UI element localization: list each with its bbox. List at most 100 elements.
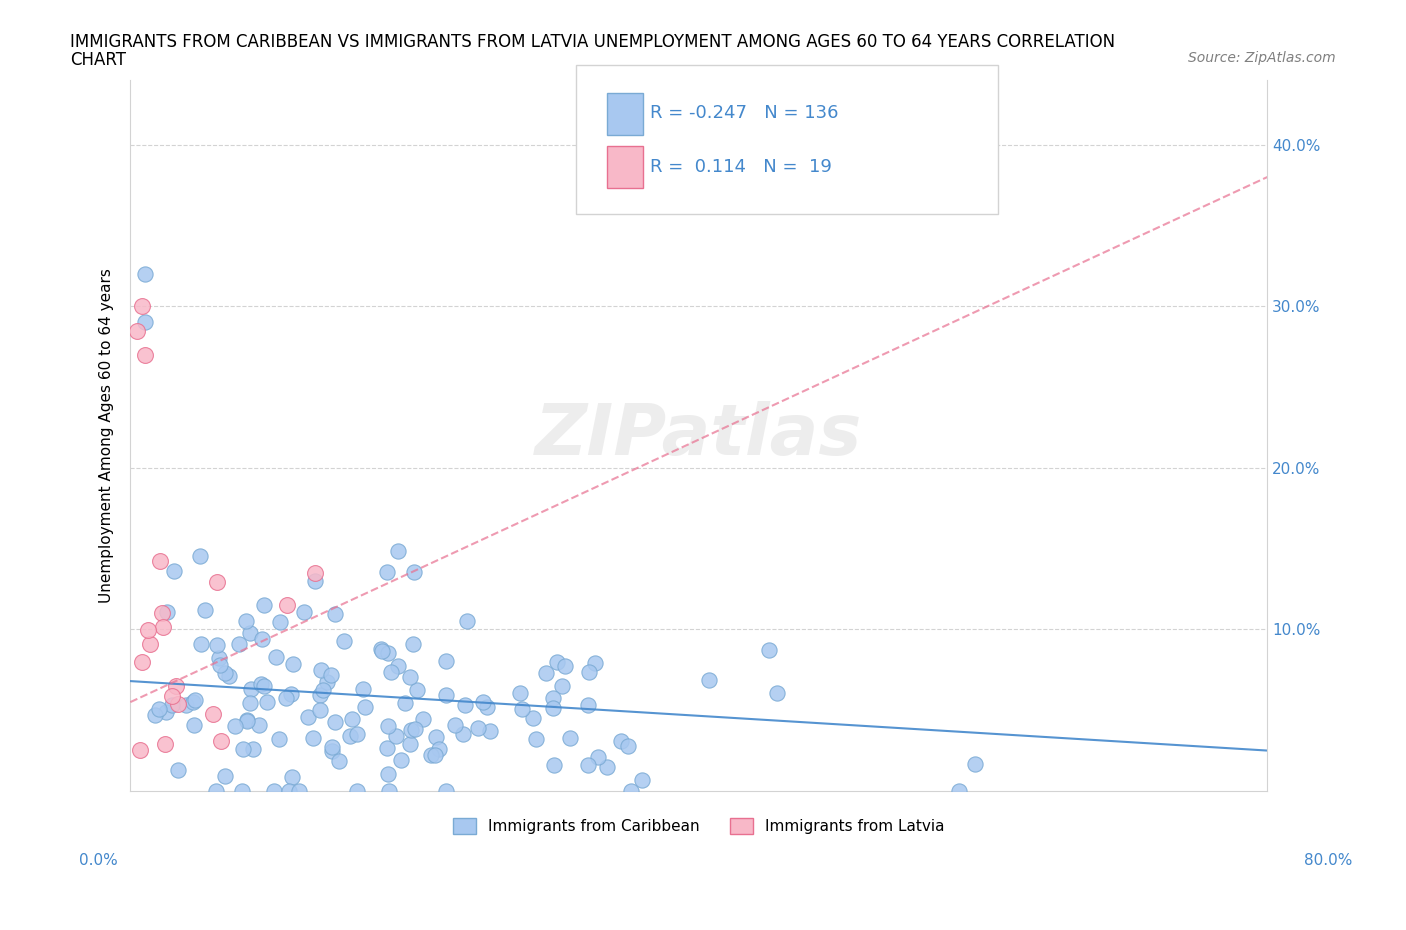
Point xyxy=(190,636,212,651)
Point xyxy=(242,741,264,756)
Point xyxy=(321,668,343,683)
Point xyxy=(308,687,330,702)
Point xyxy=(166,763,188,777)
Point xyxy=(425,748,447,763)
Point xyxy=(419,748,441,763)
Point xyxy=(194,602,217,617)
Point xyxy=(453,698,475,712)
Point xyxy=(697,672,720,687)
Point xyxy=(765,685,787,700)
Point xyxy=(522,711,544,725)
Point xyxy=(387,543,409,558)
Text: R = -0.247   N = 136: R = -0.247 N = 136 xyxy=(650,104,838,123)
Point xyxy=(256,695,278,710)
Point xyxy=(427,741,450,756)
Point xyxy=(235,614,257,629)
Point xyxy=(205,575,228,590)
Point xyxy=(152,619,174,634)
Point xyxy=(399,670,422,684)
Point xyxy=(218,669,240,684)
Point xyxy=(148,701,170,716)
Point xyxy=(269,732,291,747)
Point xyxy=(163,564,186,578)
Point xyxy=(332,633,354,648)
Point xyxy=(134,315,156,330)
Point xyxy=(578,664,600,679)
Point xyxy=(311,683,333,698)
Point xyxy=(321,739,343,754)
Point xyxy=(346,783,368,798)
Point xyxy=(205,637,228,652)
Point xyxy=(239,696,262,711)
Point xyxy=(451,727,474,742)
Text: R =  0.114   N =  19: R = 0.114 N = 19 xyxy=(650,158,831,177)
Point xyxy=(948,783,970,798)
Point xyxy=(354,699,377,714)
Point xyxy=(165,679,187,694)
Point xyxy=(546,655,568,670)
Point xyxy=(250,631,273,646)
Point xyxy=(551,679,574,694)
Point xyxy=(181,695,204,710)
Point xyxy=(155,704,177,719)
Point xyxy=(236,712,259,727)
Point xyxy=(309,662,332,677)
Point xyxy=(377,645,399,660)
Point xyxy=(153,737,176,751)
Point xyxy=(315,675,337,690)
Point xyxy=(339,728,361,743)
Point xyxy=(205,783,228,798)
Point xyxy=(134,347,156,362)
Point xyxy=(190,548,212,563)
Point xyxy=(292,604,315,619)
Point xyxy=(136,623,159,638)
Point xyxy=(278,783,301,798)
Point xyxy=(375,740,398,755)
Point xyxy=(297,710,319,724)
Point xyxy=(576,698,599,712)
Point xyxy=(963,756,986,771)
Point xyxy=(583,656,606,671)
Point xyxy=(596,759,619,774)
Point xyxy=(406,683,429,698)
Point xyxy=(131,299,153,313)
Point xyxy=(375,565,398,579)
Point xyxy=(236,713,259,728)
Point xyxy=(402,637,425,652)
Point xyxy=(541,690,564,705)
Point xyxy=(325,607,347,622)
Point xyxy=(228,636,250,651)
Point xyxy=(479,724,502,738)
Point xyxy=(150,606,173,621)
Point xyxy=(183,717,205,732)
Point xyxy=(389,753,412,768)
Point xyxy=(276,598,298,613)
Point xyxy=(176,698,198,712)
Point xyxy=(214,665,236,680)
Text: Source: ZipAtlas.com: Source: ZipAtlas.com xyxy=(1188,51,1336,65)
Point xyxy=(443,718,465,733)
Point xyxy=(239,626,262,641)
Point xyxy=(434,687,457,702)
Point xyxy=(240,682,263,697)
Point xyxy=(394,696,416,711)
Point xyxy=(304,574,326,589)
Point xyxy=(127,323,149,338)
Point xyxy=(149,554,172,569)
Text: ZIPatlas: ZIPatlas xyxy=(536,401,862,470)
Point xyxy=(434,654,457,669)
Point xyxy=(630,772,652,787)
Point xyxy=(534,666,557,681)
Point xyxy=(328,753,350,768)
Point xyxy=(543,758,565,773)
Y-axis label: Unemployment Among Ages 60 to 64 years: Unemployment Among Ages 60 to 64 years xyxy=(100,268,114,603)
Point xyxy=(425,729,447,744)
Point xyxy=(477,699,499,714)
Point xyxy=(139,637,162,652)
Point xyxy=(269,614,291,629)
Point xyxy=(510,702,533,717)
Point xyxy=(509,685,531,700)
Point xyxy=(281,770,304,785)
Point xyxy=(609,733,631,748)
Point xyxy=(304,565,326,580)
